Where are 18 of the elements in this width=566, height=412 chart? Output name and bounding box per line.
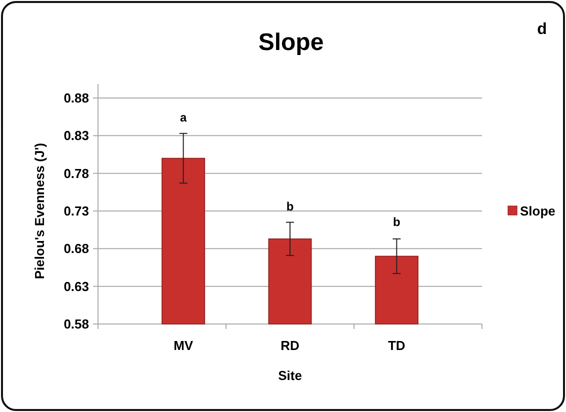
y-tick-label: 0.83 [64, 128, 89, 144]
annotation: a [180, 110, 187, 124]
chart-title: Slope [258, 29, 324, 56]
y-tick-label: 0.63 [64, 278, 89, 294]
y-tick-label: 0.58 [64, 316, 89, 332]
y-tick-label: 0.73 [64, 204, 89, 219]
annotation: b [286, 199, 294, 214]
x-axis-title: Site [278, 368, 302, 383]
annotation: b [392, 215, 400, 230]
y-tick-label: 0.88 [64, 90, 89, 106]
y-tick-label: 0.78 [64, 166, 89, 181]
x-tick-label: TD [388, 338, 406, 353]
x-tick-label: RD [280, 338, 300, 353]
x-tick-label: MV [174, 338, 194, 353]
text: d [537, 21, 547, 38]
y-axis-title: Pielou's Evenness (J') [32, 142, 47, 280]
y-tick-label: 0.68 [64, 241, 89, 256]
legend-label: Slope [520, 204, 556, 219]
